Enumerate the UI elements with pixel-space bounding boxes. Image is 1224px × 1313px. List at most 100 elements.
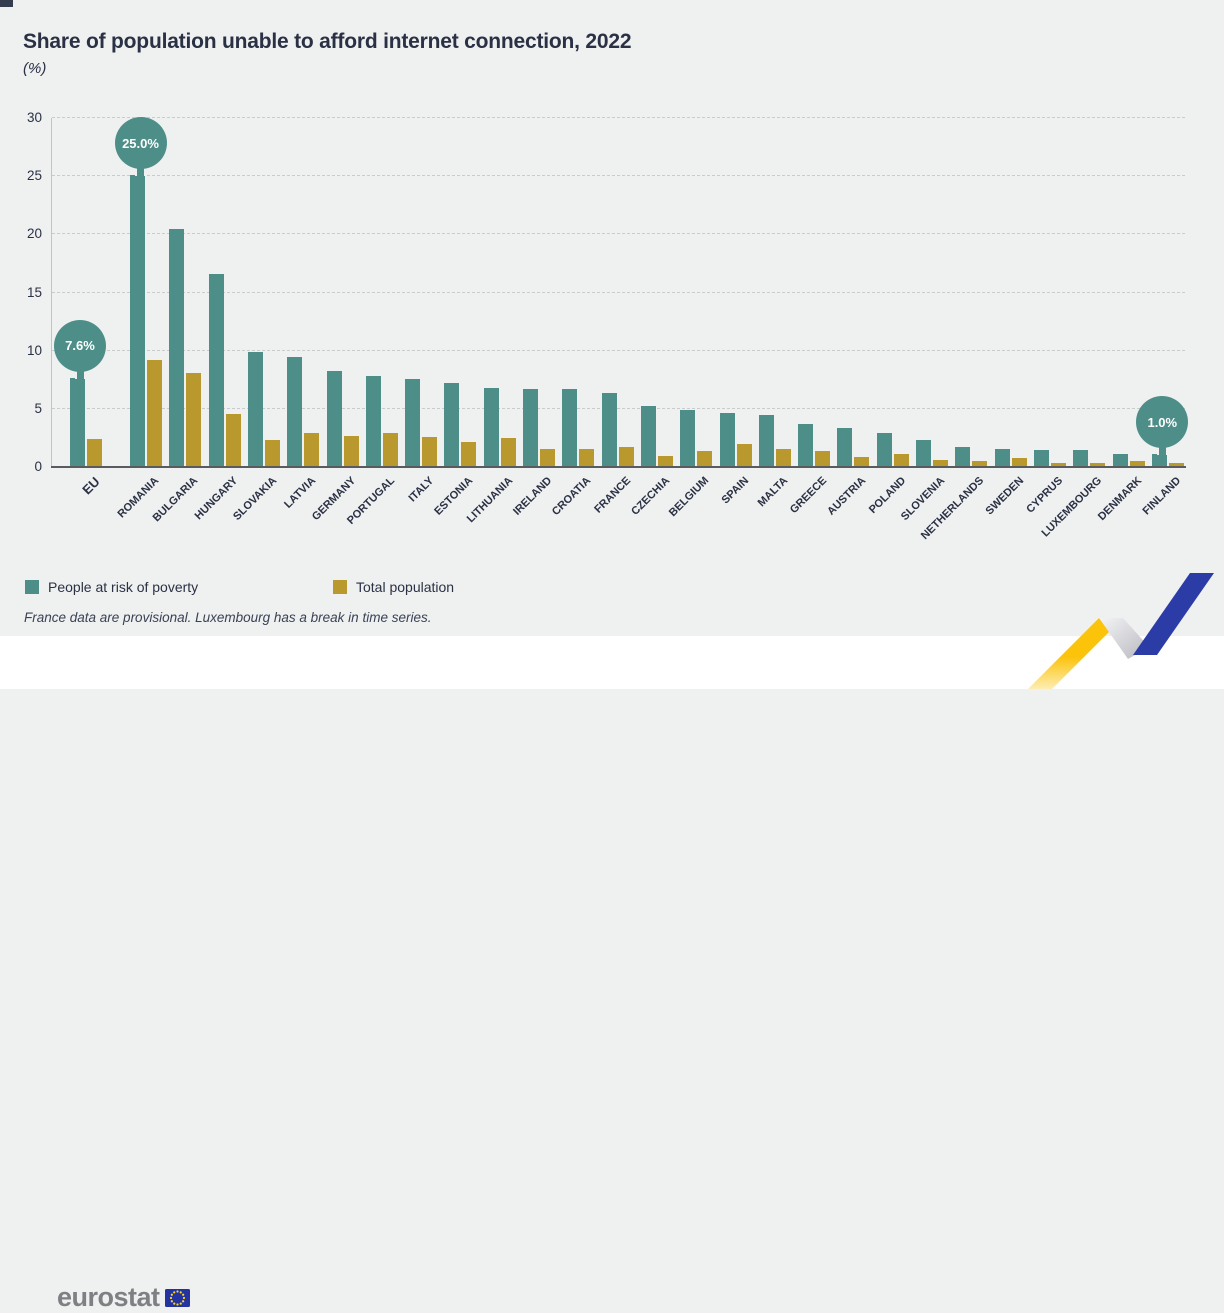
flag-star-icon [170,1293,173,1296]
bar-total-population-luxembourg [1090,462,1106,466]
y-tick-30: 30 [26,110,42,125]
bar-total-population-latvia [304,433,320,466]
bar-people-at-risk-of-poverty-poland [876,433,892,466]
flag-star-icon [181,1299,184,1302]
bar-people-at-risk-of-poverty-slovenia [916,440,931,466]
legend-item-risk-of-poverty: People at risk of poverty [25,579,237,595]
legend-swatch-teal-icon [25,580,39,594]
flag-star-icon [182,1296,185,1299]
y-tick-15: 15 [26,284,42,300]
bar-people-at-risk-of-poverty-cyprus [1033,449,1049,466]
legend-label: Total population [356,579,455,595]
bar-people-at-risk-of-poverty-eu [69,377,85,466]
flag-star-icon [175,1289,179,1293]
legend: People at risk of poverty Total populati… [25,579,550,595]
flag-star-icon [172,1290,175,1293]
plot-area [51,117,1186,468]
bar-total-population-slovenia [933,460,948,466]
ribbon-gray-fold [1099,618,1149,659]
y-tick-0: 0 [34,459,42,474]
bar-people-at-risk-of-poverty-netherlands [955,447,971,466]
gridline-5 [52,407,1185,409]
bar-total-population-denmark [1129,461,1145,466]
bar-people-at-risk-of-poverty-france [601,392,617,466]
corner-mark [0,0,13,7]
flag-star-icon [169,1296,172,1299]
y-tick-25: 25 [26,168,42,184]
y-tick-10: 10 [26,342,42,358]
ribbon-blue-stripe [1133,573,1214,655]
callout-bubble-finland: 1.0% [1136,396,1189,449]
gridline-10 [52,349,1185,351]
flag-star-icon [170,1299,173,1302]
callout-bubble-romania: 25.0% [114,117,167,170]
callout-stem [1156,444,1168,456]
chart-subtitle: (%) [23,60,47,77]
bar-total-population-cyprus [1050,462,1066,466]
bar-people-at-risk-of-poverty-portugal [365,376,381,466]
bar-total-population-germany [343,435,359,466]
bar-people-at-risk-of-poverty-bulgaria [169,228,185,466]
flag-star-icon [175,1302,179,1306]
y-tick-20: 20 [26,226,42,242]
bar-people-at-risk-of-poverty-sweden [994,448,1010,466]
callout-stem [135,165,146,177]
y-axis-line [51,118,52,467]
bar-total-population-croatia [579,448,595,466]
footnote: France data are provisional. Luxembourg … [24,610,432,625]
bar-people-at-risk-of-poverty-malta [758,414,774,466]
flag-star-icon [181,1293,184,1296]
page-title: Share of population unable to afford int… [23,30,632,53]
legend-swatch-gold-icon [333,580,347,594]
bar-total-population-italy [422,436,438,466]
bar-people-at-risk-of-poverty-croatia [562,389,578,466]
bar-people-at-risk-of-poverty-estonia [444,383,460,466]
flag-star-icon [172,1302,175,1305]
bar-people-at-risk-of-poverty-spain [719,412,735,466]
bar-people-at-risk-of-poverty-czechia [640,405,656,466]
bar-total-population-ireland [540,448,555,466]
bar-total-population-spain [736,443,752,466]
bar-total-population-malta [775,448,791,466]
gridline-15 [52,291,1185,293]
flag-star-icon [179,1302,182,1305]
bar-total-population-romania [147,360,162,466]
callout-stem [74,367,86,379]
bar-people-at-risk-of-poverty-slovakia [247,352,263,466]
flag-star-icon [179,1290,182,1293]
bar-people-at-risk-of-poverty-latvia [287,356,303,466]
bar-people-at-risk-of-poverty-denmark [1112,454,1128,466]
bar-people-at-risk-of-poverty-ireland [523,389,538,466]
bar-total-population-france [618,447,634,466]
eurostat-logo: eurostat [57,1282,190,1313]
bar-people-at-risk-of-poverty-italy [405,378,421,466]
bar-people-at-risk-of-poverty-finland [1151,454,1167,466]
gridline-25 [52,175,1185,177]
bar-total-population-belgium [697,450,713,466]
bar-total-population-austria [854,456,870,466]
bar-total-population-hungary [225,413,241,466]
bar-people-at-risk-of-poverty-germany [326,370,342,466]
bar-people-at-risk-of-poverty-greece [798,424,814,466]
eu-flag-icon [164,1288,190,1307]
legend-label: People at risk of poverty [48,579,199,595]
y-tick-5: 5 [34,400,42,416]
bar-total-population-lithuania [500,438,516,466]
bar-total-population-estonia [461,441,477,466]
bar-total-population-poland [893,454,909,466]
ribbon-graphic [1028,573,1214,689]
gridline-30 [52,117,1185,118]
bar-total-population-greece [815,450,831,466]
callout-bubble-eu: 7.6% [54,319,106,372]
bar-total-population-bulgaria [186,372,202,466]
bar-people-at-risk-of-poverty-hungary [208,274,224,466]
bar-total-population-finland [1168,462,1184,466]
bar-people-at-risk-of-poverty-belgium [680,410,696,466]
legend-item-total-population: Total population [333,579,454,595]
bar-total-population-sweden [1011,457,1027,466]
bar-people-at-risk-of-poverty-austria [837,427,853,466]
bar-total-population-portugal [382,433,398,466]
bar-total-population-slovakia [264,440,280,466]
ribbon-yellow-stripe [1028,618,1123,689]
